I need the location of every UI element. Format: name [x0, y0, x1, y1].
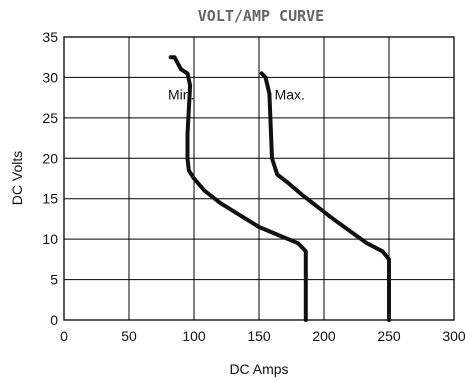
x-tick-label: 0	[60, 328, 68, 344]
x-tick-label: 300	[442, 328, 465, 344]
grid-lines	[64, 37, 454, 320]
x-tick-label: 100	[182, 328, 206, 344]
curve-label-max: Max.	[275, 86, 305, 102]
x-tick-label: 150	[247, 328, 271, 344]
x-tick-label: 200	[312, 328, 336, 344]
y-tick-label: 25	[42, 110, 58, 126]
annotation-layer: Min. Max.	[168, 86, 305, 102]
y-tick-label: 15	[42, 191, 58, 207]
curve-label-min: Min.	[168, 86, 194, 102]
x-tick-label: 250	[377, 328, 401, 344]
y-tick-label: 0	[50, 312, 58, 328]
y-tick-labels: 0 5 10 15 20 25 30 35	[42, 29, 58, 328]
y-tick-label: 5	[50, 272, 58, 288]
y-tick-label: 20	[42, 150, 58, 166]
x-tick-labels: 0 50 100 150 200 250 300	[60, 328, 465, 344]
x-tick-label: 50	[121, 328, 137, 344]
y-axis-label: DC Volts	[9, 151, 25, 205]
y-tick-label: 35	[42, 29, 58, 45]
x-axis-label: DC Amps	[229, 361, 288, 377]
y-tick-label: 10	[42, 231, 58, 247]
chart-title: VOLT/AMP CURVE	[198, 7, 324, 25]
y-tick-label: 30	[42, 69, 58, 85]
series-line-max	[262, 73, 389, 320]
